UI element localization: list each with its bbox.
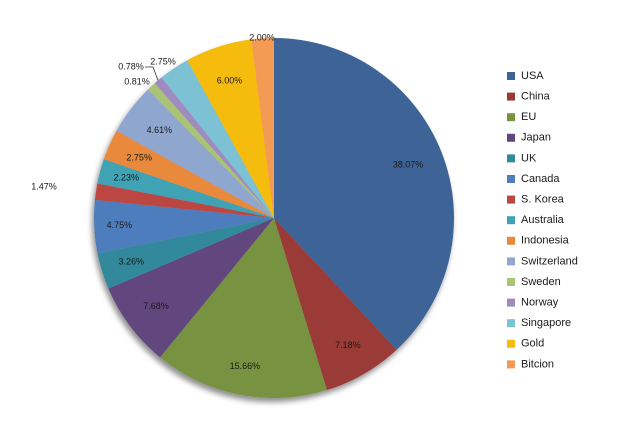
pie-slice-australia	[97, 159, 274, 218]
legend-label-sweden: Sweden	[521, 276, 561, 288]
pie-slice-uk	[97, 218, 274, 289]
legend-swatch-gold	[507, 339, 515, 348]
slice-label-indonesia: 2.75%	[126, 152, 152, 162]
legend-label-gold: Gold	[521, 338, 544, 350]
slice-label-s-korea: 1.47%	[31, 181, 57, 191]
legend-swatch-eu	[507, 113, 515, 122]
pie-slice-eu	[160, 218, 327, 398]
slice-label-singapore: 2.75%	[150, 56, 176, 66]
legend-label-singapore: Singapore	[521, 317, 571, 329]
leader-line-norway	[145, 66, 159, 81]
legend-label-s-korea: S. Korea	[521, 194, 565, 206]
pie-slice-usa	[274, 38, 455, 350]
legend-label-indonesia: Indonesia	[521, 235, 570, 247]
legend-label-uk: UK	[521, 152, 537, 164]
pie-slice-norway	[154, 77, 274, 219]
pie-slice-canada	[93, 199, 274, 254]
pie-slices	[93, 38, 455, 398]
slice-label-uk: 3.26%	[119, 257, 145, 267]
legend-label-switzerland: Switzerland	[521, 255, 578, 267]
slice-label-eu: 15.66%	[230, 361, 261, 371]
slice-label-sweden: 0.81%	[124, 76, 150, 86]
slice-label-japan: 7.68%	[143, 301, 169, 311]
legend-swatch-sweden	[507, 278, 515, 286]
pie-slice-indonesia	[103, 130, 274, 218]
pie-slice-japan	[108, 218, 275, 358]
legend-swatch-indonesia	[507, 236, 515, 245]
legend: USA China EU Japan UK Canada S. Korea Australia…	[507, 70, 578, 370]
legend-swatch-uk	[507, 154, 515, 163]
legend-swatch-china	[507, 92, 515, 101]
pie-slice-sweden	[148, 83, 274, 218]
legend-swatch-s-korea	[507, 195, 515, 204]
legend-swatch-switzerland	[507, 257, 515, 266]
slice-label-switzerland: 4.61%	[147, 125, 173, 135]
legend-label-australia: Australia	[521, 214, 565, 226]
pie-slice-bitcion	[251, 38, 274, 218]
legend-label-usa: USA	[521, 70, 544, 82]
pie-slice-singapore	[161, 60, 274, 219]
slice-label-china: 7.18%	[335, 340, 361, 350]
legend-label-norway: Norway	[521, 297, 559, 309]
legend-label-bitcion: Bitcion	[521, 358, 554, 370]
legend-label-eu: EU	[521, 111, 536, 123]
slice-label-bitcion: 2.00%	[249, 32, 275, 42]
pie-slice-gold	[187, 39, 274, 218]
slice-label-canada: 4.75%	[107, 220, 133, 230]
legend-swatch-singapore	[507, 319, 515, 328]
slice-label-norway: 0.78%	[118, 61, 144, 71]
legend-swatch-bitcion	[507, 360, 515, 369]
legend-label-canada: Canada	[521, 173, 560, 185]
legend-label-china: China	[521, 91, 551, 103]
slice-label-gold: 6.00%	[217, 75, 243, 85]
legend-swatch-japan	[507, 133, 515, 142]
legend-swatch-australia	[507, 216, 515, 225]
legend-swatch-usa	[507, 72, 515, 80]
legend-label-japan: Japan	[521, 132, 551, 144]
slice-labels: 38.07% 7.18% 15.66% 7.68% 3.26% 4.75% 1.47% 2.2…	[31, 32, 423, 370]
pie-slice-switzerland	[116, 89, 274, 218]
pie-slice-china	[274, 218, 397, 391]
slice-label-usa: 38.07%	[393, 160, 424, 170]
slice-label-australia: 2.23%	[114, 173, 140, 183]
pie-slice-s-korea	[94, 183, 274, 218]
legend-swatch-norway	[507, 298, 515, 307]
legend-swatch-canada	[507, 175, 515, 183]
